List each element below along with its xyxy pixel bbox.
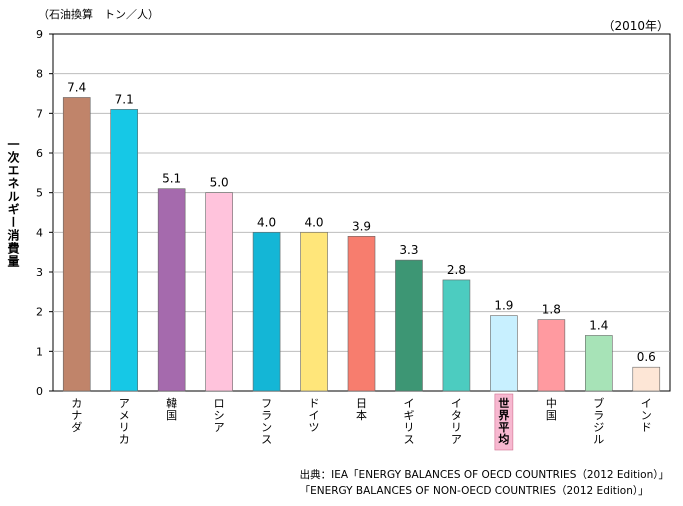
bar xyxy=(157,188,186,392)
x-tick-label: インド xyxy=(641,397,652,434)
data-label: 1.4 xyxy=(589,318,608,332)
source-note: 出典：IEA「ENERGY BALANCES OF OECD COUNTRIES… xyxy=(300,467,669,499)
bar xyxy=(490,315,518,392)
x-tick-label: 日本 xyxy=(356,397,367,422)
data-label: 4.0 xyxy=(304,215,323,229)
data-label: 3.9 xyxy=(352,219,371,233)
x-tick-label: 韓国 xyxy=(166,397,177,422)
y-tick-label: 6 xyxy=(36,147,43,160)
x-tick-label: イタリア xyxy=(451,397,462,446)
bar xyxy=(442,279,471,392)
x-tick-label: ブラジル xyxy=(593,396,604,446)
data-label: 5.0 xyxy=(210,176,229,190)
bar xyxy=(537,319,566,392)
bar xyxy=(347,236,376,392)
data-label: 7.1 xyxy=(115,92,134,106)
x-tick-label: カナダ xyxy=(71,397,82,434)
y-tick-label: 2 xyxy=(36,306,43,319)
x-tick-label: 世界平均 xyxy=(498,396,509,446)
y-tick-label: 7 xyxy=(36,107,43,120)
unit-label: （石油換算 トン／人） xyxy=(38,8,159,21)
data-label: 7.4 xyxy=(67,80,86,94)
bar xyxy=(110,109,138,392)
x-tick-label: ドイツ xyxy=(309,397,320,434)
x-tick-label: ロシア xyxy=(214,397,225,434)
x-tick-label: アメリカ xyxy=(119,397,130,446)
data-label: 5.1 xyxy=(162,172,181,186)
x-tick-label: フランス xyxy=(261,397,272,446)
data-label: 0.6 xyxy=(637,350,656,364)
x-tick-label: イギリス xyxy=(403,397,414,446)
bar xyxy=(395,259,423,392)
data-label: 1.9 xyxy=(494,299,513,313)
x-tick-label: 中国 xyxy=(546,397,557,422)
bar xyxy=(632,366,661,392)
y-tick-label: 5 xyxy=(36,187,43,200)
y-tick-label: 8 xyxy=(36,68,43,81)
y-tick-label: 1 xyxy=(36,345,43,358)
y-axis-title: 一次エネルギー消費量 xyxy=(6,138,20,268)
bar xyxy=(300,232,328,392)
bar xyxy=(62,97,91,392)
bar xyxy=(252,232,281,392)
y-tick-label: 9 xyxy=(36,28,43,41)
y-tick-label: 3 xyxy=(36,266,43,279)
data-label: 4.0 xyxy=(257,215,276,229)
source-line-2: 「ENERGY BALANCES OF NON-OECD COUNTRIES（2… xyxy=(299,485,649,497)
data-label: 3.3 xyxy=(399,243,418,257)
y-tick-label: 4 xyxy=(36,226,43,239)
highlight-box xyxy=(494,393,514,451)
year-label: （2010年） xyxy=(602,19,669,33)
data-label: 2.8 xyxy=(447,263,466,277)
data-label: 1.8 xyxy=(542,303,561,317)
y-tick-label: 0 xyxy=(36,385,43,398)
bar xyxy=(585,335,613,392)
bar xyxy=(205,192,233,392)
source-line-1: 出典：IEA「ENERGY BALANCES OF OECD COUNTRIES… xyxy=(299,469,669,481)
